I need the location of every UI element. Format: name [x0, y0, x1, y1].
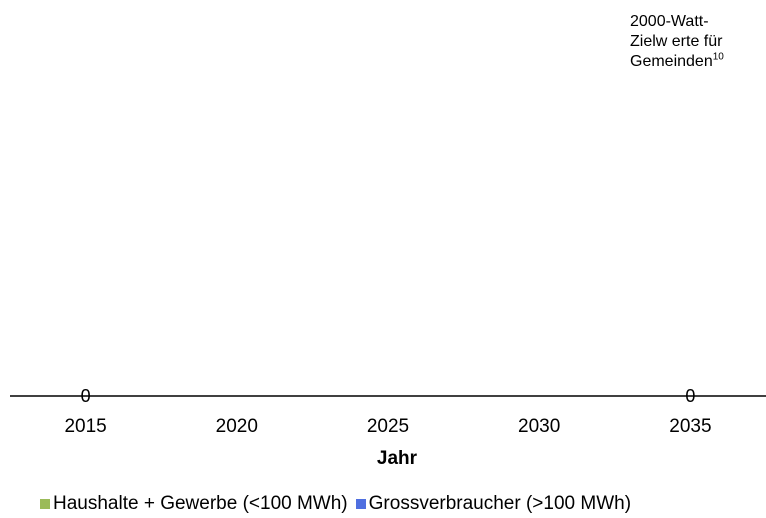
annotation-line-2: Zielw erte für: [630, 33, 723, 50]
x-tick-label-2025: 2025: [367, 416, 409, 437]
legend-label-haushalte: Haushalte + Gewerbe (<100 MWh): [53, 493, 348, 514]
annotation-footnote-ref: 10: [712, 51, 724, 63]
legend-swatch-grossverbraucher: [355, 499, 366, 509]
x-tick-label-2030: 2030: [518, 416, 560, 437]
x-tick-label-2015: 2015: [64, 416, 106, 437]
legend-item-grossverbraucher: Grossverbraucher (>100 MWh): [355, 493, 632, 515]
data-label-2015: 0: [81, 386, 91, 406]
x-tick-label-2035: 2035: [669, 416, 711, 437]
x-tick-label-2020: 2020: [216, 416, 258, 437]
legend: Haushalte + Gewerbe (<100 MWh) Grossverb…: [40, 491, 639, 517]
annotation-line-3-text: Gemeinden: [630, 53, 713, 70]
legend-label-grossverbraucher: Grossverbraucher (>100 MWh): [368, 493, 632, 514]
annotation-line-3: Gemeinden10: [630, 52, 760, 72]
data-label-2035: 0: [685, 386, 695, 406]
annotation-line-1: 2000-Watt-: [630, 13, 709, 30]
x-axis-title: Jahr: [377, 448, 418, 469]
annotation-target-values: 2000-Watt- Zielw erte für Gemeinden10: [630, 12, 760, 72]
legend-swatch-haushalte: [40, 499, 50, 509]
x-tick-labels: 2015 2020 2025 2030 2035: [64, 416, 711, 437]
legend-item-haushalte: Haushalte + Gewerbe (<100 MWh): [40, 493, 348, 515]
